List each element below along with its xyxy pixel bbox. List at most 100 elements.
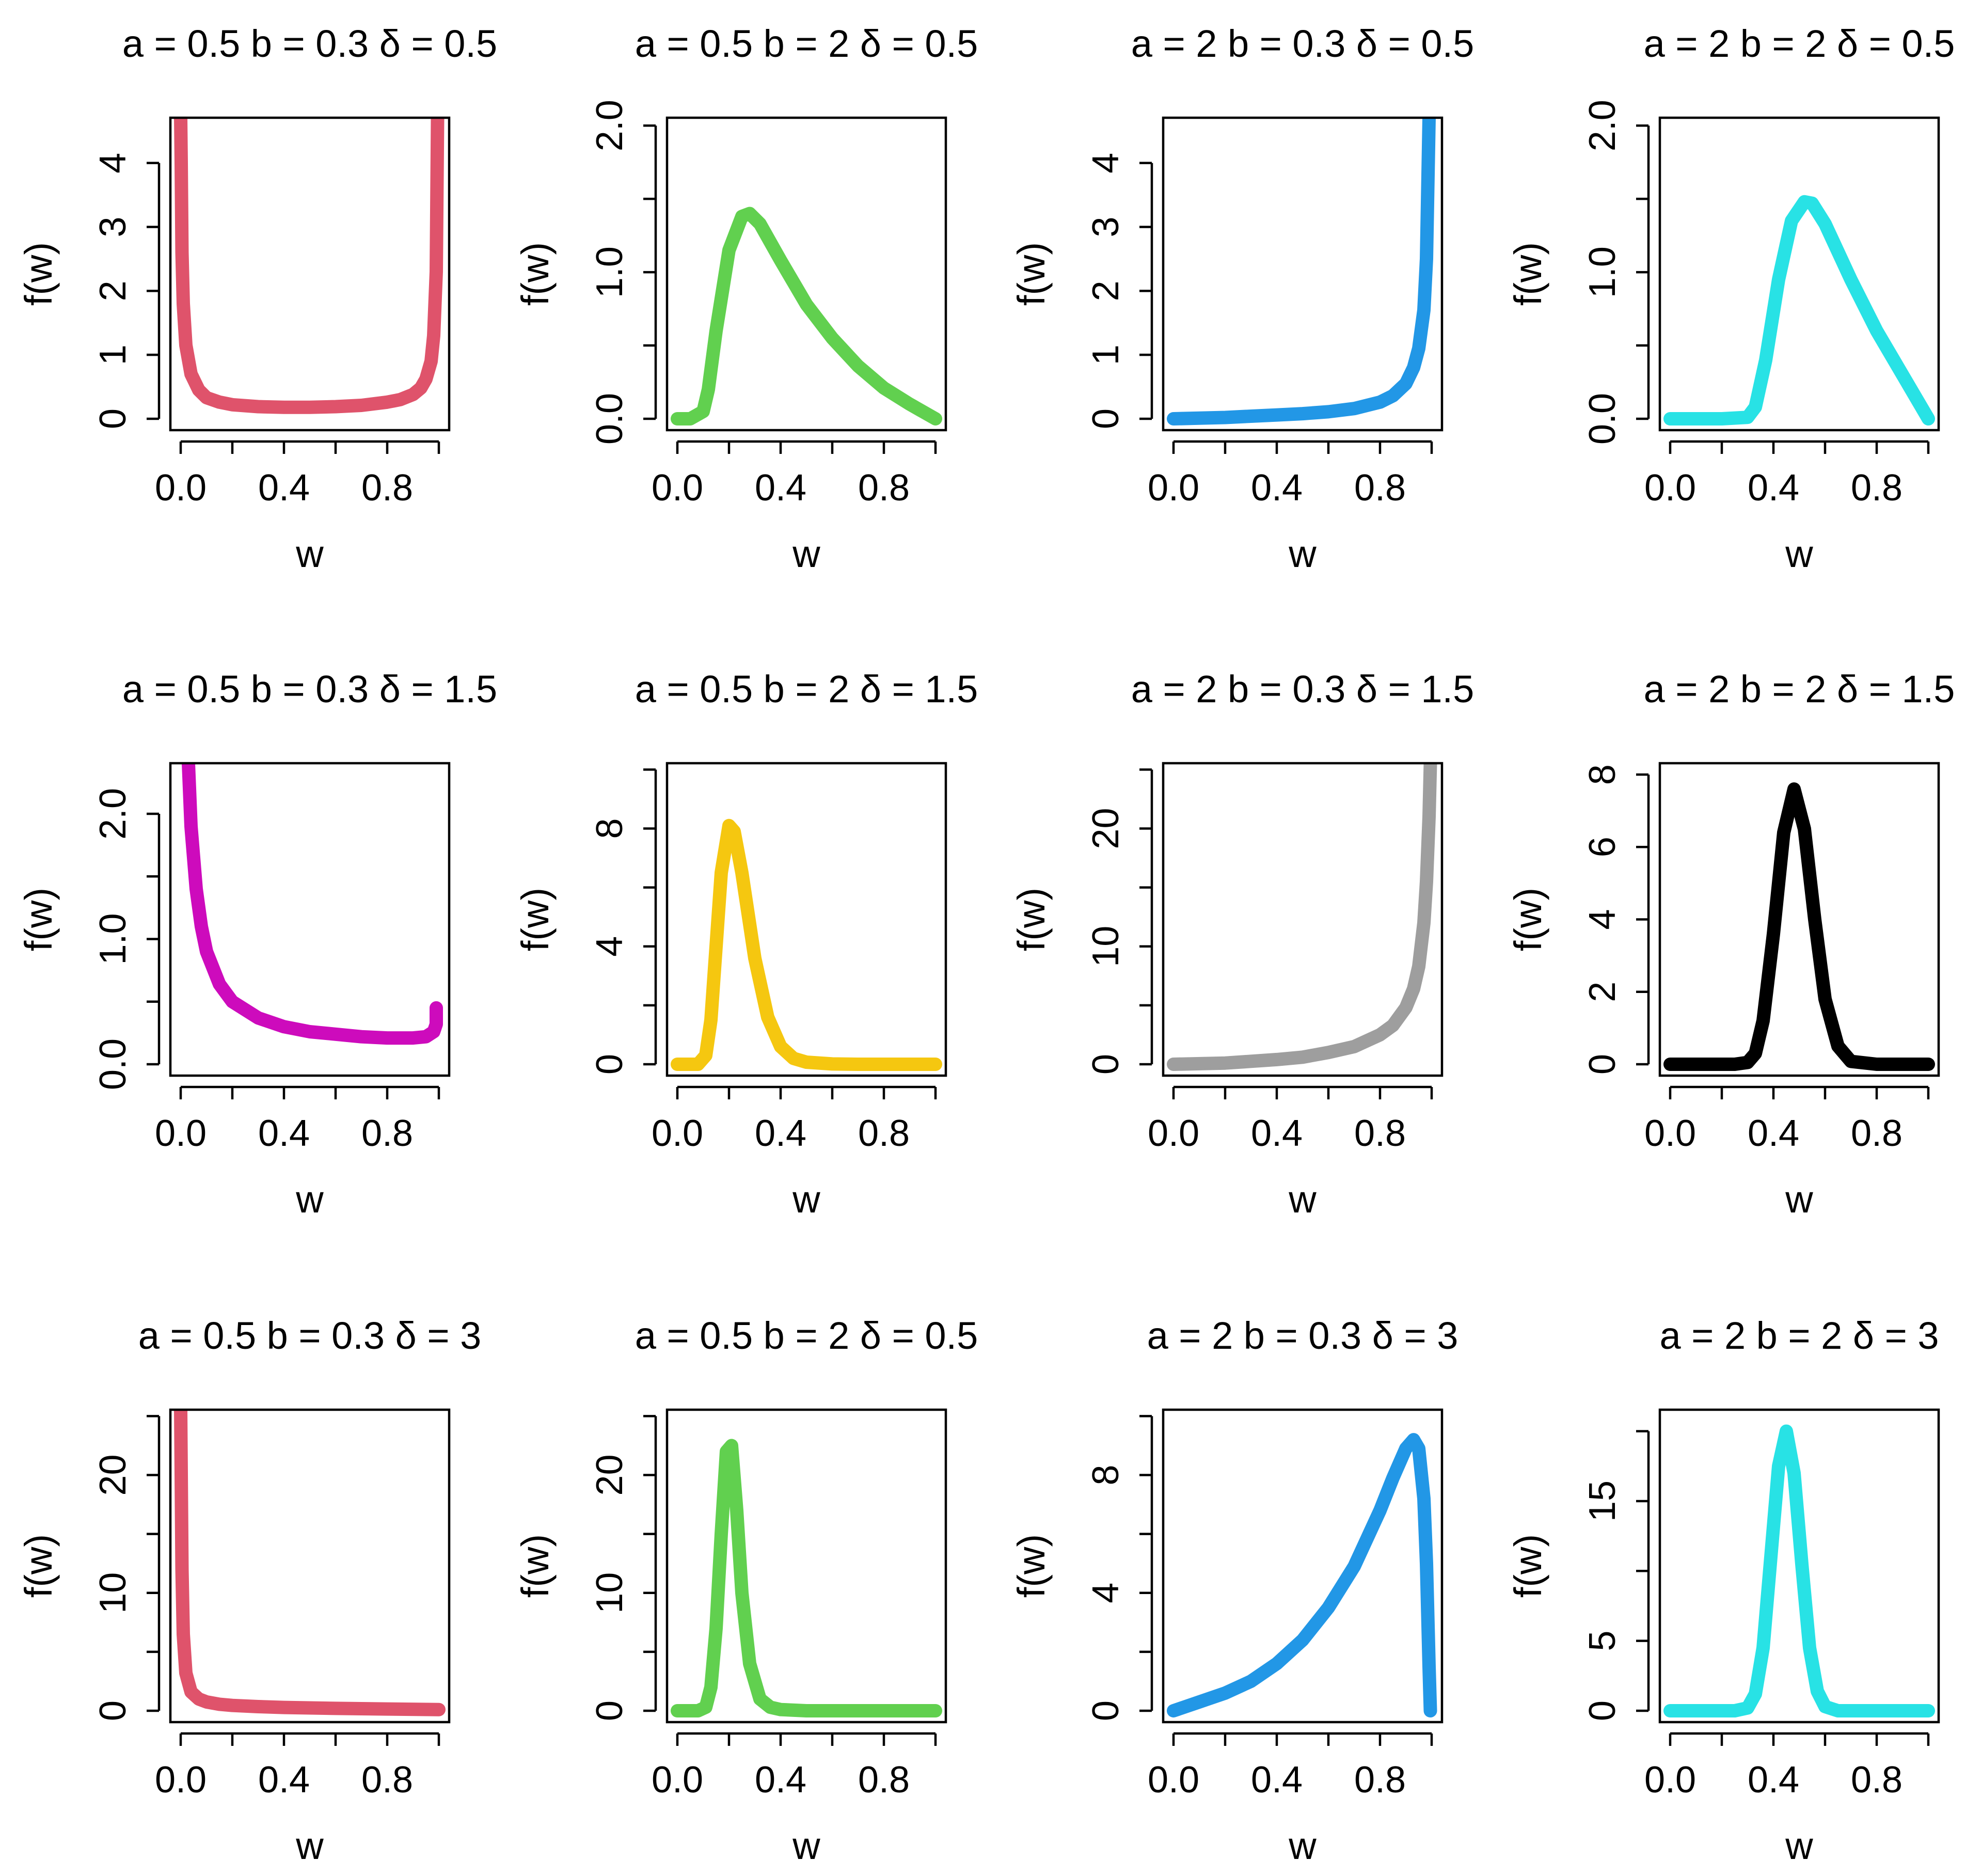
plot-frame: [1162, 1408, 1444, 1724]
y-axis-label: f(w): [17, 242, 60, 306]
y-tick-label: 4: [1085, 1583, 1127, 1603]
x-tick-label: 0.0: [1644, 1759, 1696, 1801]
panel-5: a = 0.5 b = 0.3 δ = 1.5 0.0 0.4 0.8 w 0.0 1.0 2…: [17, 668, 497, 1221]
plot-frame: [1658, 1408, 1940, 1724]
y-tick-label: 1.0: [92, 913, 134, 965]
y-axis-label: f(w): [1010, 888, 1053, 951]
x-tick-label: 0.4: [755, 1759, 806, 1801]
x-tick-label: 0.8: [1354, 467, 1406, 509]
y-tick-label: 4: [1085, 153, 1127, 174]
x-tick-label: 0.0: [155, 1113, 207, 1154]
x-tick-label: 0.8: [1354, 1759, 1406, 1801]
y-tick-label: 2.0: [589, 100, 630, 151]
x-tick-label: 0.8: [361, 1759, 413, 1801]
x-tick-label: 0.4: [258, 1759, 310, 1801]
panel-title: a = 0.5 b = 2 δ = 0.5: [635, 1314, 978, 1357]
x-tick-label: 0.0: [652, 1113, 703, 1154]
x-tick-label: 0.4: [1748, 467, 1799, 509]
x-axis-label: w: [792, 1178, 820, 1221]
panel-title: a = 2 b = 2 δ = 1.5: [1644, 668, 1955, 711]
x-tick-label: 0.4: [1748, 1759, 1799, 1801]
y-tick-label: 0: [1582, 1700, 1623, 1721]
y-axis-label: f(w): [1507, 1534, 1549, 1598]
y-tick-label: 0: [589, 1700, 630, 1721]
x-tick-label: 0.4: [755, 1113, 806, 1154]
x-tick-label: 0.0: [1148, 467, 1199, 509]
y-tick-label: 0.0: [92, 1038, 134, 1090]
x-axis-label: w: [295, 532, 324, 575]
x-tick-label: 0.0: [1148, 1113, 1199, 1154]
panel-11: a = 2 b = 0.3 δ = 3 0.0 0.4 0.8 w 0 4 8 f(w): [1010, 1314, 1458, 1867]
y-tick-label: 0: [1085, 1700, 1127, 1721]
density-curve: [671, 818, 942, 1071]
x-tick-label: 0.8: [1354, 1113, 1406, 1154]
plot-frame: [1162, 116, 1444, 432]
panel-title: a = 2 b = 0.3 δ = 1.5: [1131, 668, 1475, 711]
panel-9: a = 0.5 b = 0.3 δ = 3 0.0 0.4 0.8 w 0 10 20 f(w): [17, 1314, 481, 1867]
x-axis-label: w: [295, 1824, 324, 1867]
x-tick-label: 0.8: [858, 467, 910, 509]
x-axis-label: w: [1785, 1178, 1813, 1221]
y-tick-label: 8: [1085, 1465, 1127, 1486]
panel-title: a = 2 b = 0.3 δ = 3: [1147, 1314, 1458, 1357]
panel-title: a = 0.5 b = 0.3 δ = 1.5: [122, 668, 497, 711]
panel-7: a = 2 b = 0.3 δ = 1.5 0.0 0.4 0.8 w 0 10 20 f(w): [1010, 668, 1474, 1221]
density-curve: [1167, 1433, 1437, 1717]
density-curve: [1663, 782, 1935, 1071]
y-tick-label: 4: [1582, 909, 1623, 929]
density-curve: [174, 1410, 446, 1716]
plot-frame: [169, 762, 451, 1077]
x-tick-label: 0.0: [155, 467, 207, 509]
plot-frame: [1162, 762, 1444, 1077]
y-tick-label: 2: [1085, 280, 1127, 301]
x-axis-label: w: [1785, 532, 1813, 575]
x-axis-label: w: [792, 1824, 820, 1867]
x-tick-label: 0.8: [361, 467, 413, 509]
x-tick-label: 0.4: [258, 467, 310, 509]
y-tick-label: 4: [589, 936, 630, 957]
y-axis-label: f(w): [514, 1534, 557, 1598]
x-tick-label: 0.4: [258, 1113, 310, 1154]
y-axis-label: f(w): [1010, 1534, 1053, 1598]
density-curve: [182, 763, 443, 1045]
panel-4: a = 2 b = 2 δ = 0.5 0.0 0.4 0.8 w 0.0 1.0 2.0 f(…: [1507, 22, 1955, 575]
y-axis-label: f(w): [1507, 888, 1549, 951]
y-tick-label: 10: [1085, 926, 1127, 967]
y-tick-label: 3: [92, 216, 134, 237]
panel-12: a = 2 b = 2 δ = 3 0.0 0.4 0.8 w 0 5 15 f(w): [1507, 1314, 1940, 1867]
panel-10: a = 0.5 b = 2 δ = 0.5 0.0 0.4 0.8 w 0 10 20 f(w): [514, 1314, 978, 1867]
y-tick-label: 20: [589, 1454, 630, 1495]
y-tick-label: 20: [92, 1454, 134, 1495]
panel-title: a = 0.5 b = 2 δ = 1.5: [635, 668, 978, 711]
y-tick-label: 10: [92, 1572, 134, 1614]
x-axis-label: w: [1288, 532, 1317, 575]
density-curve: [1663, 195, 1935, 425]
x-tick-label: 0.8: [1851, 1113, 1902, 1154]
x-axis-label: w: [1785, 1824, 1813, 1867]
plot-frame: [665, 1408, 947, 1724]
y-tick-label: 8: [589, 818, 630, 839]
y-tick-label: 1.0: [589, 246, 630, 298]
x-tick-label: 0.0: [652, 467, 703, 509]
y-tick-label: 4: [92, 153, 134, 174]
x-axis-label: w: [792, 532, 820, 575]
panel-title: a = 0.5 b = 2 δ = 0.5: [635, 22, 978, 65]
panel-title: a = 0.5 b = 0.3 δ = 3: [138, 1314, 482, 1357]
y-axis-label: f(w): [17, 888, 60, 951]
density-curve: [174, 118, 445, 414]
y-tick-label: 0: [1085, 408, 1127, 429]
panel-6: a = 0.5 b = 2 δ = 1.5 0.0 0.4 0.8 w 0 4 8 f(w): [514, 668, 978, 1221]
y-axis-label: f(w): [17, 1534, 60, 1598]
panel-2: a = 0.5 b = 2 δ = 0.5 0.0 0.4 0.8 w 0.0 1.0 2.0…: [514, 22, 978, 575]
plot-frame: [665, 762, 947, 1077]
density-curve: [1663, 1424, 1935, 1717]
y-axis-label: f(w): [1507, 242, 1549, 306]
density-curve: [1167, 118, 1436, 425]
x-axis-label: w: [1288, 1178, 1317, 1221]
y-tick-label: 3: [1085, 216, 1127, 237]
y-tick-label: 1: [92, 344, 134, 365]
panel-title: a = 2 b = 2 δ = 3: [1659, 1314, 1939, 1357]
y-axis-label: f(w): [514, 888, 557, 951]
